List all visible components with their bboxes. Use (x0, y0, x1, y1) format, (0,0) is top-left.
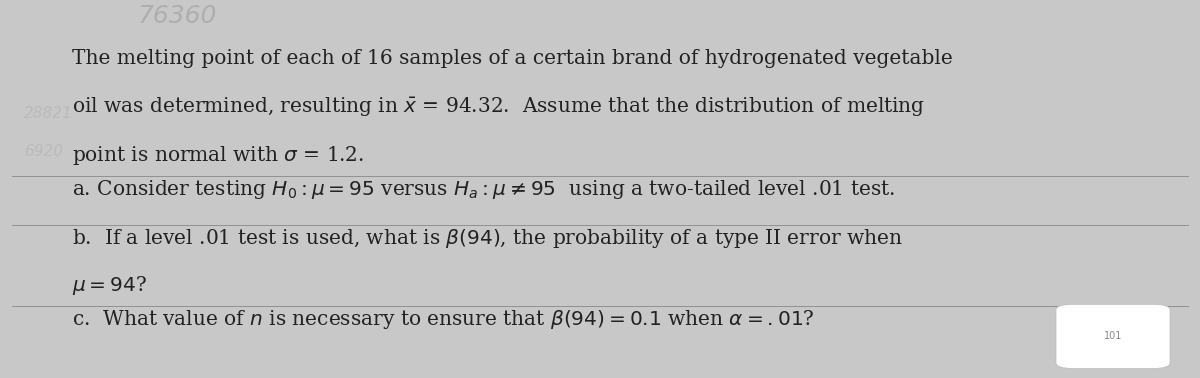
Text: 6920: 6920 (24, 144, 64, 159)
Text: a. Consider testing $H_0 : \mu = 95$ versus $H_a : \mu \neq 95$  using a two-tai: a. Consider testing $H_0 : \mu = 95$ ver… (72, 178, 895, 201)
Text: The melting point of each of 16 samples of a certain brand of hydrogenated veget: The melting point of each of 16 samples … (72, 49, 953, 68)
FancyBboxPatch shape (1056, 304, 1170, 369)
Text: c.  What value of $n$ is necessary to ensure that $\beta(94) = 0.1$ when $\alpha: c. What value of $n$ is necessary to ens… (72, 308, 815, 331)
Text: 101: 101 (1104, 332, 1123, 341)
Text: 28821: 28821 (24, 106, 73, 121)
Text: b.  If a level .01 test is used, what is $\beta(94)$, the probability of a type : b. If a level .01 test is used, what is … (72, 227, 902, 250)
Text: $\mu = 94$?: $\mu = 94$? (72, 274, 148, 297)
Text: oil was determined, resulting in $\bar{x}$ = 94.32.  Assume that the distributio: oil was determined, resulting in $\bar{x… (72, 96, 925, 119)
Text: point is normal with $\sigma$ = 1.2.: point is normal with $\sigma$ = 1.2. (72, 144, 364, 167)
Text: 76360: 76360 (138, 4, 217, 28)
